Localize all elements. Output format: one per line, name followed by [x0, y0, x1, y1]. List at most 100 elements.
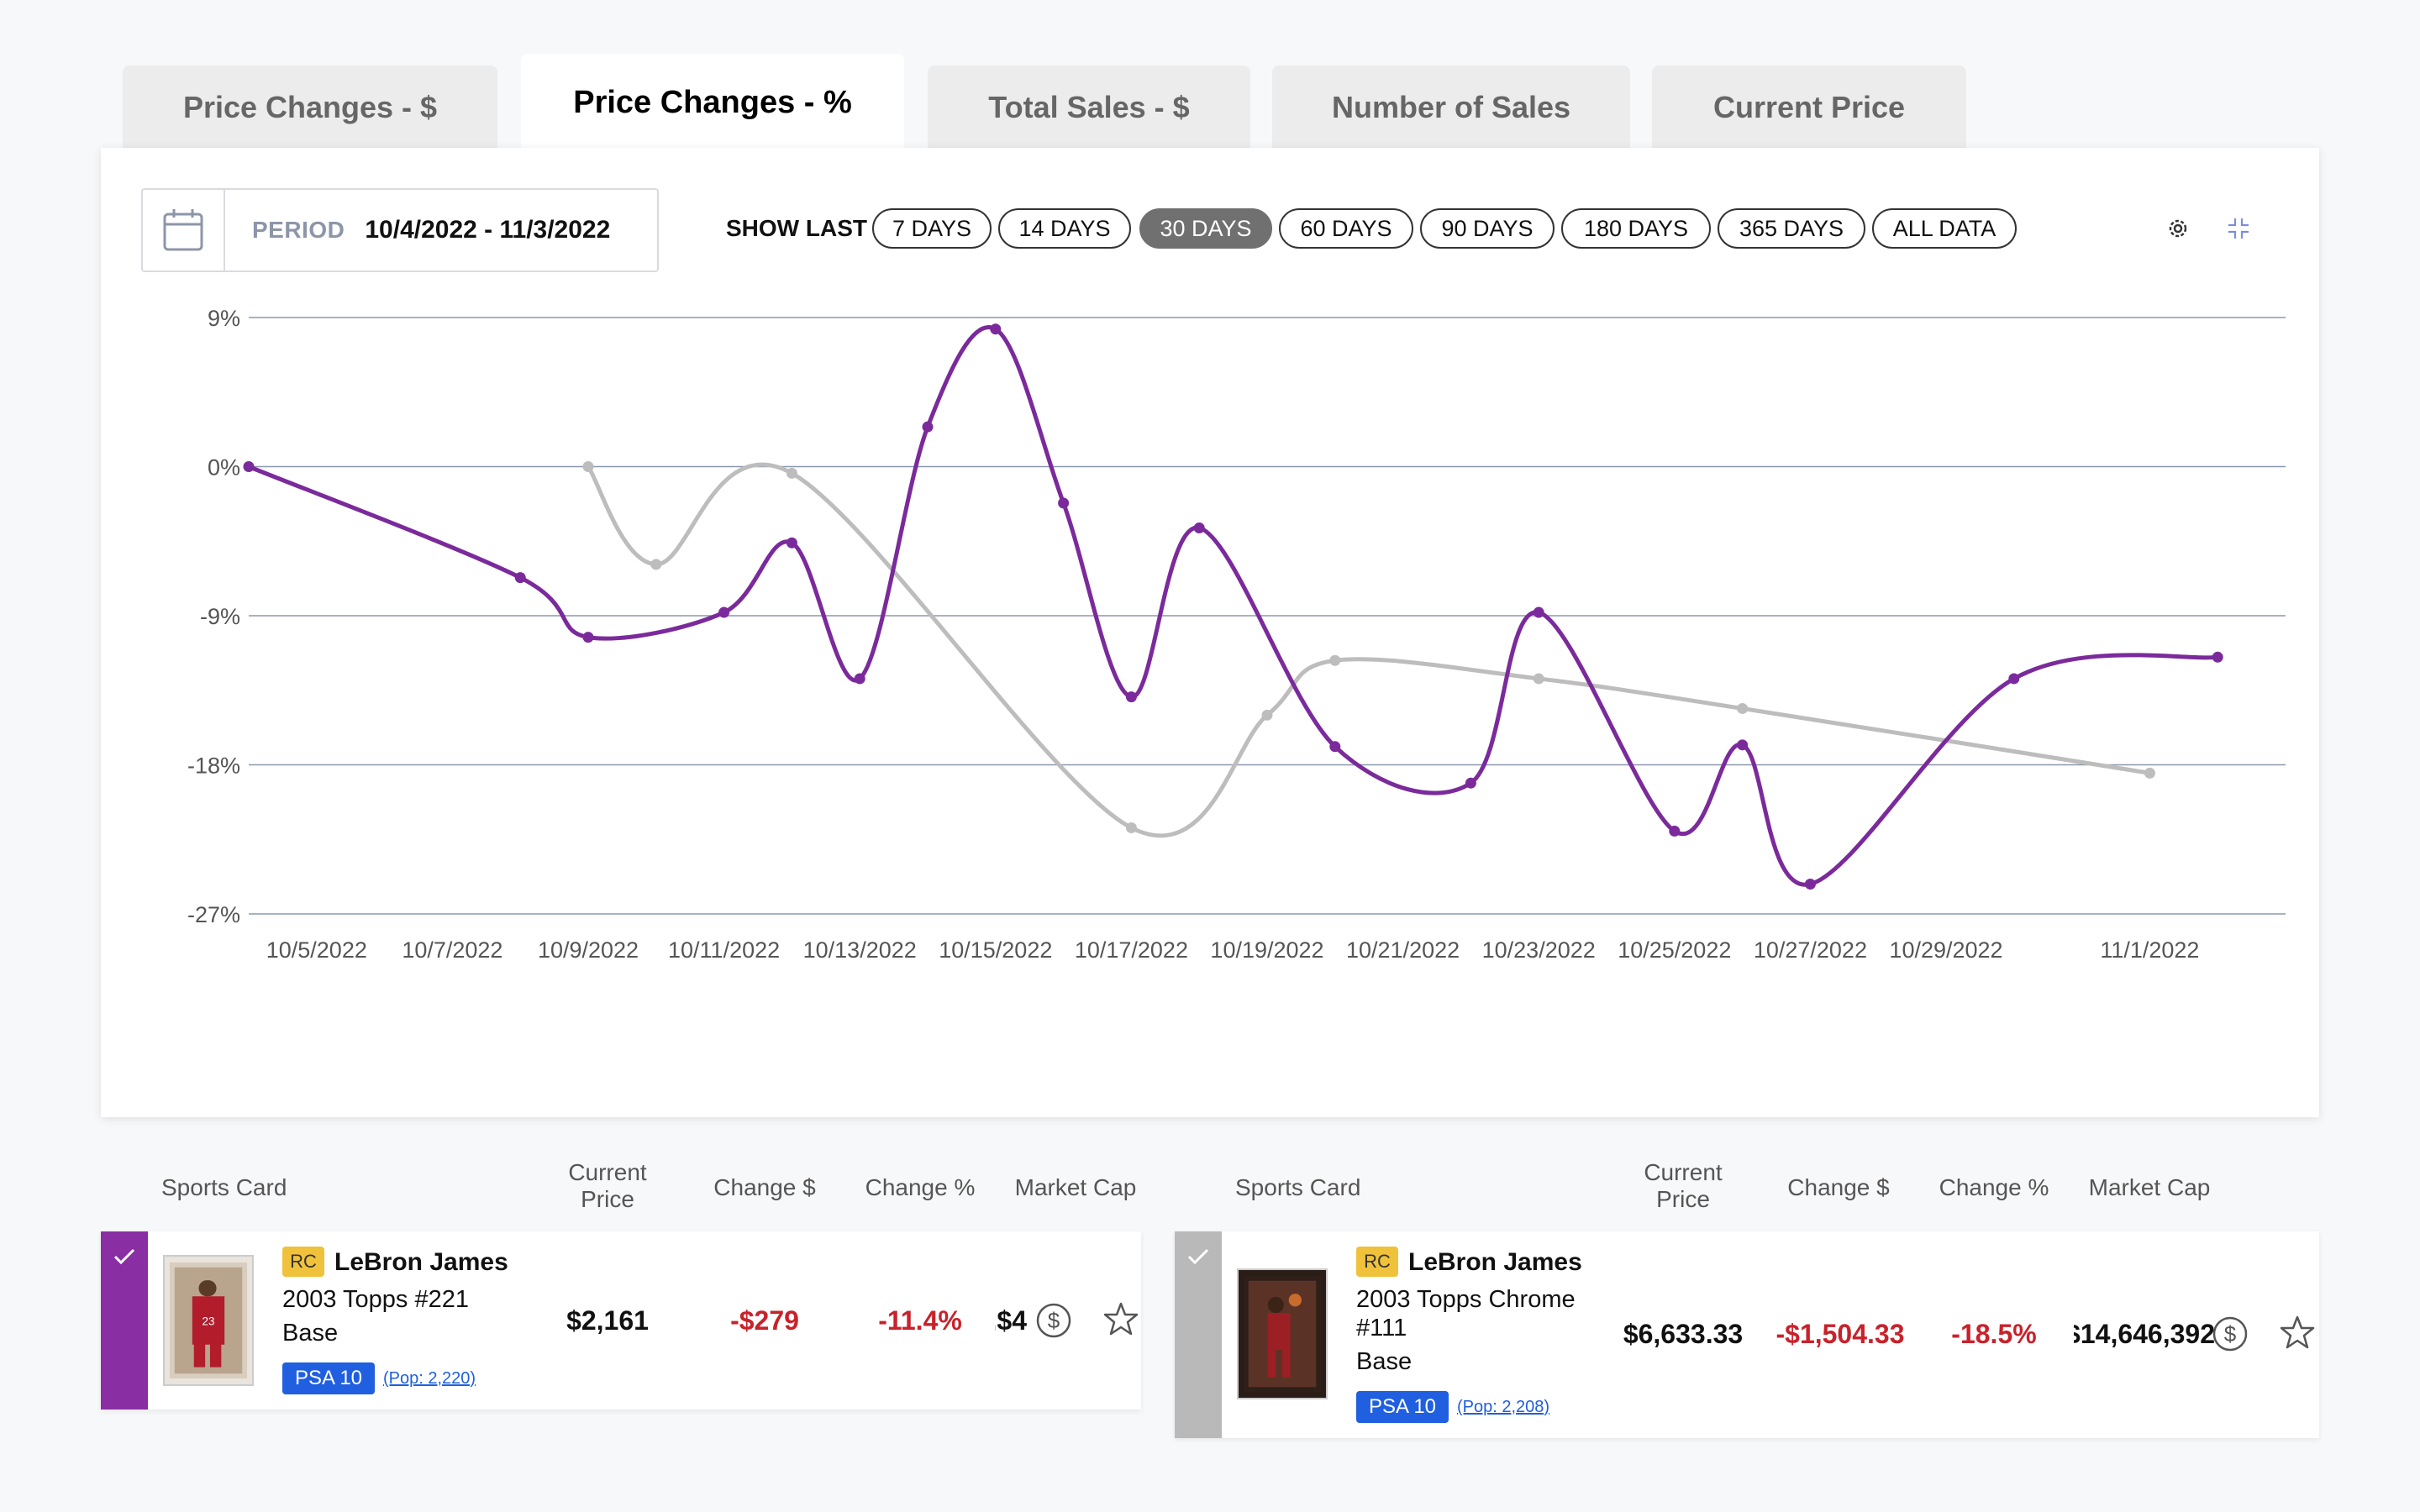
range-180-days[interactable]: 180 DAYS [1561, 208, 1711, 249]
player-name[interactable]: LeBron James [334, 1248, 508, 1276]
calendar-icon[interactable] [143, 190, 225, 270]
change-pct: -11.4% [878, 1305, 962, 1336]
svg-text:$: $ [1048, 1308, 1060, 1333]
rookie-badge: RC [1356, 1247, 1398, 1277]
dollar-icon[interactable]: $ [1035, 1302, 1072, 1339]
check-icon [113, 1248, 135, 1265]
rookie-badge: RC [282, 1247, 324, 1277]
tab-current-price[interactable]: Current Price [1652, 66, 1966, 150]
data-point [1533, 673, 1544, 685]
data-point [1058, 497, 1070, 509]
header-current-price-text: Current Price [568, 1159, 647, 1212]
table-header-right: Sports Card Current Price Change $ Chang… [1175, 1159, 2319, 1218]
row-select-toggle[interactable] [1175, 1231, 1222, 1438]
data-point [2212, 651, 2223, 663]
header-market-cap[interactable]: Market Cap [2088, 1174, 2211, 1200]
current-price: $2,161 [566, 1305, 649, 1336]
range-90-days[interactable]: 90 DAYS [1420, 208, 1555, 249]
x-tick-label: 10/25/2022 [1618, 937, 1731, 963]
data-point [1533, 606, 1544, 618]
x-tick-label: 10/21/2022 [1346, 937, 1460, 963]
collapse-icon[interactable] [2220, 210, 2257, 247]
svg-text:$: $ [2224, 1321, 2237, 1347]
market-cap: $4, [995, 1305, 1027, 1336]
svg-text:23: 23 [203, 1315, 215, 1328]
x-tick-label: 10/9/2022 [538, 937, 639, 963]
tab-total-sales[interactable]: Total Sales - $ [928, 66, 1250, 150]
x-tick-label: 11/1/2022 [2100, 937, 2199, 963]
current-price: $6,633.33 [1623, 1319, 1744, 1349]
dollar-icon[interactable]: $ [2212, 1315, 2249, 1352]
y-tick-label: 9% [208, 306, 240, 331]
card-variant: Base [282, 1320, 339, 1347]
period-label: PERIOD [252, 217, 345, 243]
tab-number-of-sales[interactable]: Number of Sales [1272, 66, 1630, 150]
data-point [854, 673, 865, 685]
y-tick-label: -9% [200, 604, 240, 629]
grade-badge[interactable]: PSA 10 [282, 1362, 375, 1394]
card-set: 2003 Topps #221 [282, 1286, 470, 1313]
range-365-days[interactable]: 365 DAYS [1718, 208, 1865, 249]
period-picker[interactable]: PERIOD 10/4/2022 - 11/3/2022 [141, 188, 659, 272]
tab-price-changes-usd[interactable]: Price Changes - $ [123, 66, 497, 150]
card-thumbnail[interactable]: 23 [163, 1255, 254, 1386]
table-header-left: Sports Card Current Price Change $ Chang… [101, 1159, 1143, 1218]
x-tick-label: 10/23/2022 [1482, 937, 1596, 963]
x-tick-label: 10/15/2022 [939, 937, 1052, 963]
data-point [786, 537, 797, 549]
header-change-usd[interactable]: Change $ [713, 1174, 816, 1200]
header-market-cap[interactable]: Market Cap [1014, 1174, 1137, 1200]
y-tick-label: -27% [187, 902, 240, 927]
table-row[interactable]: RC LeBron James 2003 Topps Chrome #111 B… [1175, 1231, 2319, 1438]
star-icon[interactable] [2279, 1314, 2316, 1351]
data-point [2008, 673, 2020, 685]
population-link[interactable]: (Pop: 2,220) [383, 1369, 476, 1388]
header-current-price-text: Current Price [1644, 1159, 1723, 1212]
chart-panel: PERIOD 10/4/2022 - 11/3/2022 SHOW LAST 7… [101, 148, 2319, 1117]
card-variant: Base [1356, 1348, 1413, 1375]
x-tick-label: 10/7/2022 [402, 937, 502, 963]
y-tick-label: 0% [208, 455, 240, 480]
range-all-data[interactable]: ALL DATA [1872, 208, 2017, 249]
header-change-pct[interactable]: Change % [865, 1174, 976, 1200]
data-point [1125, 691, 1137, 703]
tab-bar: Price Changes - $ Price Changes - % Tota… [0, 0, 2420, 151]
range-30-days[interactable]: 30 DAYS [1139, 208, 1272, 249]
x-tick-label: 10/13/2022 [803, 937, 917, 963]
player-name[interactable]: LeBron James [1408, 1248, 1582, 1276]
y-tick-label: -18% [187, 753, 240, 779]
data-point [1465, 777, 1476, 789]
data-point [1737, 739, 1749, 751]
market-cap: $14,646,392 [2074, 1319, 2215, 1349]
tab-price-changes-pct[interactable]: Price Changes - % [521, 54, 904, 151]
range-14-days[interactable]: 14 DAYS [998, 208, 1131, 249]
header-current-price: Current Price [528, 1159, 687, 1213]
population-link[interactable]: (Pop: 2,208) [1457, 1398, 1550, 1416]
series-line [248, 325, 2218, 887]
table-row[interactable]: 23 RC LeBron James 2003 Topps #221 Base … [101, 1231, 1141, 1410]
header-change-pct[interactable]: Change % [1939, 1174, 2049, 1200]
price-change-line-chart: 9% 0% -9% -18% -27% 10/5/2022 10/7/2022 10/9/20… [187, 306, 2286, 963]
x-tick-label: 10/17/2022 [1075, 937, 1188, 963]
row-select-toggle[interactable] [101, 1231, 148, 1410]
data-point [1193, 522, 1205, 533]
x-tick-label: 10/27/2022 [1754, 937, 1867, 963]
card-set: 2003 Topps Chrome #111 [1356, 1286, 1576, 1341]
x-tick-label: 10/11/2022 [668, 937, 780, 963]
range-7-days[interactable]: 7 DAYS [872, 208, 992, 249]
card-thumbnail[interactable] [1237, 1268, 1328, 1399]
header-change-usd[interactable]: Change $ [1787, 1174, 1890, 1200]
change-usd: -$1,504.33 [1776, 1319, 1905, 1349]
data-point [582, 461, 594, 472]
check-icon [1187, 1248, 1209, 1265]
header-sports-card: Sports Card [161, 1174, 287, 1200]
data-point [786, 467, 797, 479]
range-60-days[interactable]: 60 DAYS [1279, 208, 1413, 249]
star-icon[interactable] [1102, 1300, 1139, 1337]
data-point [718, 606, 730, 618]
grade-badge[interactable]: PSA 10 [1356, 1391, 1449, 1423]
x-tick-label: 10/29/2022 [1889, 937, 2002, 963]
data-point [1329, 654, 1341, 666]
gear-icon[interactable] [2160, 210, 2196, 247]
data-point [582, 632, 594, 643]
